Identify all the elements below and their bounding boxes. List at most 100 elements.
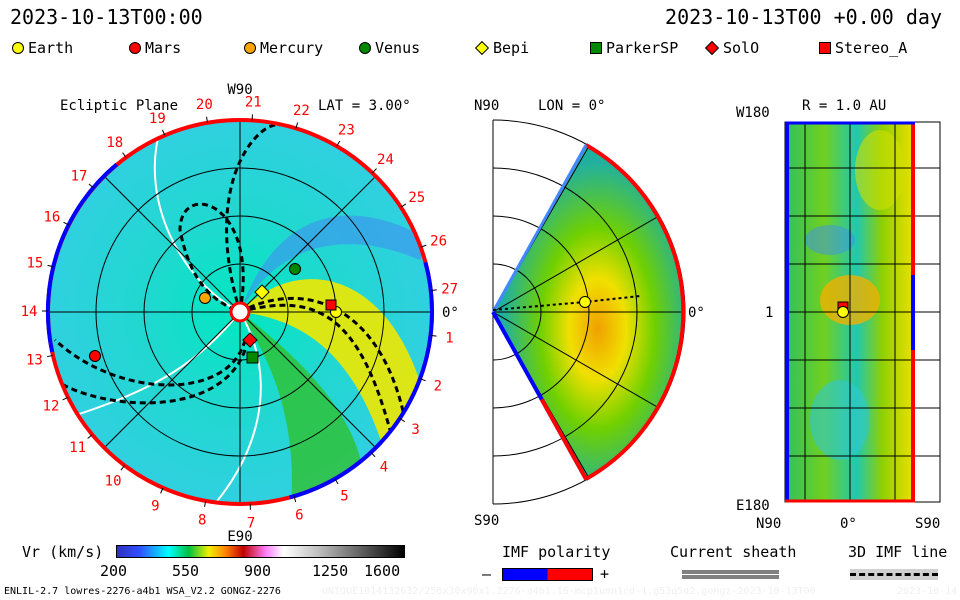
day-tick (400, 203, 407, 208)
n90-label: N90 (474, 98, 499, 114)
day-tick (204, 500, 207, 507)
day-tick (206, 116, 209, 123)
day-label: 20 (196, 97, 213, 113)
legend-label: Mars (145, 39, 182, 57)
day-label: 10 (105, 474, 122, 490)
ecliptic-0deg-label: 0° (442, 305, 459, 321)
day-tick (122, 152, 127, 158)
day-label: 1 (445, 331, 453, 347)
e90-label: E90 (227, 529, 252, 545)
colorbar-tick: 1600 (364, 562, 401, 580)
s90-label: S90 (474, 513, 499, 529)
mercury-marker-icon (244, 42, 256, 54)
day-tick (419, 378, 426, 382)
legend-label: ParkerSP (606, 39, 679, 57)
day-label: 22 (293, 103, 310, 119)
earth-marker-icon (837, 306, 849, 318)
lat-label: LAT = 3.00° (318, 98, 411, 114)
mars-marker-icon (89, 350, 101, 362)
day-label: 11 (69, 440, 86, 456)
day-label: 18 (106, 135, 123, 151)
day-tick (336, 140, 341, 147)
day-tick (372, 168, 377, 174)
meridional-0deg-label: 0° (688, 305, 705, 321)
imf-3d-line-swatch (850, 569, 938, 580)
colorbar-tick: 200 (100, 562, 128, 580)
slow-stream (240, 215, 430, 312)
day-tick (87, 434, 93, 439)
day-tick (293, 496, 297, 503)
day-label: 19 (149, 111, 166, 127)
zero-deg-bottom-label: 0° (840, 516, 857, 532)
day-label: 12 (43, 399, 60, 415)
day-tick (295, 122, 299, 129)
parkersp-marker-icon (246, 351, 259, 364)
legend-earth: Earth (12, 39, 73, 57)
legend-label: Earth (28, 39, 74, 57)
day-tick (420, 244, 427, 248)
day-tick (160, 487, 164, 494)
day-label: 27 (441, 281, 458, 297)
imf-plus-label: + (600, 565, 610, 583)
current-sheath-title: Current sheath (670, 543, 797, 561)
radius-label: R = 1.0 AU (802, 98, 886, 114)
lon-label: LON = 0° (538, 98, 605, 114)
imf-polarity-title: IMF polarity (502, 543, 611, 561)
venus-marker-icon (289, 263, 301, 275)
day-label: 17 (71, 169, 88, 185)
colorbar-tick: 550 (172, 562, 200, 580)
day-tick (370, 452, 376, 458)
day-label: 24 (377, 152, 394, 168)
day-tick (430, 334, 437, 337)
day-label: 13 (26, 353, 43, 369)
day-label: 14 (21, 304, 38, 320)
earth-marker-icon (579, 296, 591, 308)
day-label: 9 (151, 498, 159, 514)
legend-stereo-a: Stereo_A (819, 39, 907, 57)
imf-polarity-bar (502, 568, 593, 581)
legend-label: SolO (723, 39, 760, 57)
legend-mercury: Mercury (244, 39, 323, 57)
day-label: 16 (43, 209, 60, 225)
n90-bottom-label: N90 (756, 516, 781, 532)
green-stream (240, 312, 365, 504)
day-tick (63, 221, 70, 226)
colorbar-tick: 900 (244, 562, 272, 580)
colorbar-tick: 1250 (312, 562, 349, 580)
imf-3d-line-title: 3D IMF line (848, 543, 948, 561)
colorbar-label: Vr (km/s) (22, 543, 104, 561)
day-label: 2 (434, 378, 442, 394)
legend-venus: Venus (359, 39, 420, 57)
velocity-colorbar (116, 545, 405, 558)
day-label: 25 (408, 190, 425, 206)
day-tick (334, 478, 339, 485)
legend-label: Mercury (260, 39, 324, 57)
legend-bepi: Bepi (474, 39, 529, 57)
day-label: 3 (411, 422, 419, 438)
earth-marker-icon (12, 42, 24, 54)
day-label: 23 (338, 123, 355, 139)
legend-parkersp: ParkerSP (590, 39, 678, 57)
w180-label: W180 (736, 105, 770, 121)
day-tick (120, 465, 125, 471)
legend-label: Stereo_A (835, 39, 908, 57)
day-label: 4 (380, 459, 388, 475)
day-tick (430, 289, 437, 292)
day-label: 26 (430, 234, 447, 250)
legend-mars: Mars (129, 39, 181, 57)
left-timestamp: 2023-10-13T00:00 (10, 5, 203, 29)
day-label: 21 (245, 94, 262, 110)
fast-wind-stream (240, 279, 432, 470)
run-id: UNIQUE1014132632/256x30x90x1.2276-a4b1.1… (322, 586, 816, 597)
bepi-marker-icon (254, 284, 270, 300)
mars-marker-icon (129, 42, 141, 54)
run-date: 2023-10-14 (897, 586, 958, 597)
day-label: 8 (198, 513, 206, 529)
day-tick (161, 129, 166, 136)
ecliptic-title: Ecliptic Plane (60, 98, 178, 114)
day-tick (399, 418, 406, 423)
radial-map-plot: R = 1.0 AU W180 E180 1 N90 0° S90 (736, 98, 941, 532)
parkersp-marker-icon (590, 42, 602, 54)
